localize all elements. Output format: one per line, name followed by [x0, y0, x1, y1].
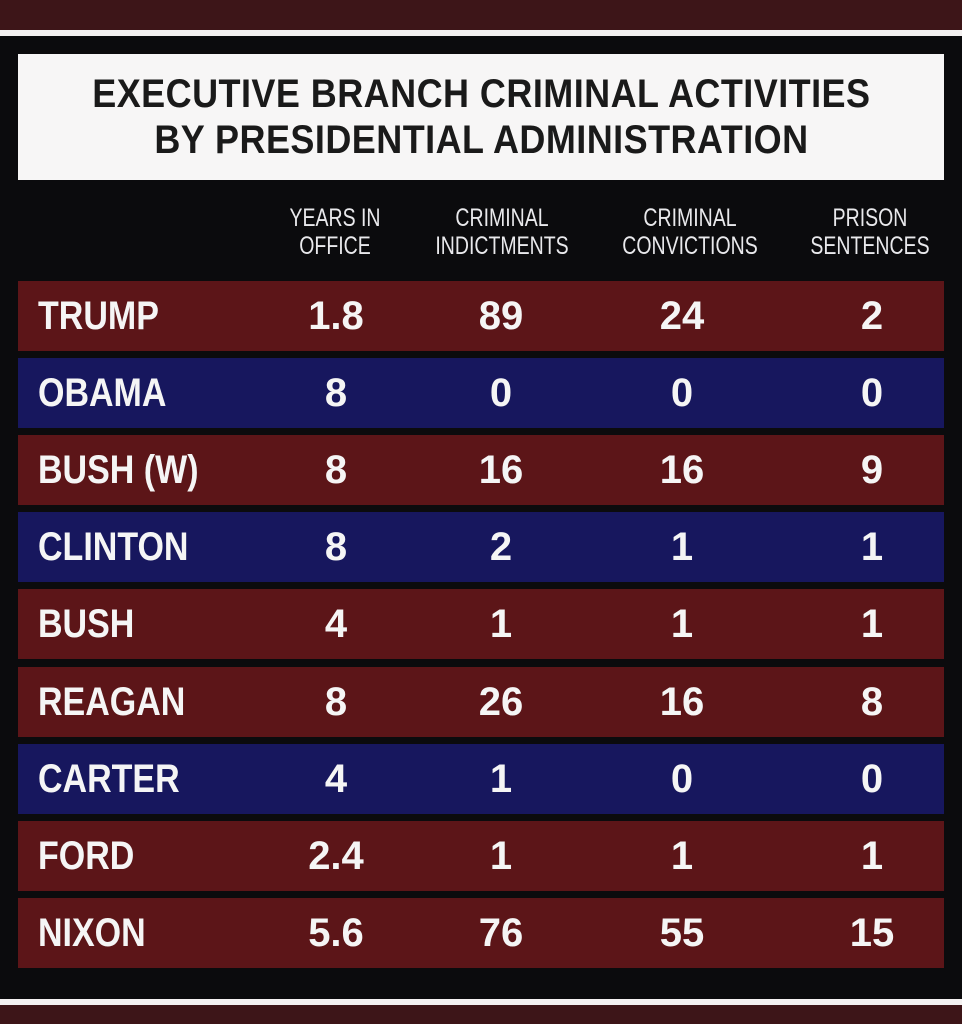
- cell-indictments: 26: [478, 680, 524, 724]
- cell-indictments: 0: [489, 371, 513, 415]
- president-name: CLINTON: [38, 525, 189, 569]
- cell-years-in-office: 4: [324, 602, 348, 646]
- cell-prison-sentences: 1: [860, 602, 884, 646]
- cell-indictments: 16: [478, 448, 524, 492]
- column-header-line: CRIMINAL: [455, 204, 549, 232]
- cell-prison-sentences: 0: [860, 757, 884, 801]
- cell-years-in-office: 8: [324, 525, 348, 569]
- cell-years-in-office: 8: [324, 448, 348, 492]
- president-name: TRUMP: [38, 294, 159, 338]
- cell-years-in-office: 2.4: [308, 834, 364, 878]
- column-header-line: INDICTMENTS: [435, 232, 569, 260]
- chart-title-line-1: EXECUTIVE BRANCH CRIMINAL ACTIVITIES: [91, 72, 871, 116]
- column-header-line: CONVICTIONS: [622, 232, 758, 260]
- chart-title-line-2: BY PRESIDENTIAL ADMINISTRATION: [153, 118, 809, 162]
- cell-indictments: 1: [489, 602, 513, 646]
- column-header-years-in-office: YEARS IN OFFICE: [261, 204, 409, 260]
- table-row: REAGAN 8 26 16 8: [18, 667, 944, 737]
- top-border-band: [0, 0, 962, 30]
- column-header-line: PRISON: [832, 204, 908, 232]
- table-row: FORD 2.4 1 1 1: [18, 821, 944, 891]
- president-name: NIXON: [38, 911, 146, 955]
- president-name: FORD: [38, 834, 135, 878]
- president-name: CARTER: [38, 757, 180, 801]
- cell-indictments: 1: [489, 757, 513, 801]
- cell-indictments: 1: [489, 834, 513, 878]
- cell-convictions: 24: [659, 294, 705, 338]
- cell-indictments: 2: [489, 525, 513, 569]
- column-header-criminal-indictments: CRIMINAL INDICTMENTS: [428, 204, 576, 260]
- column-header-criminal-convictions: CRIMINAL CONVICTIONS: [616, 204, 764, 260]
- table-row: CARTER 4 1 0 0: [18, 744, 944, 814]
- cell-convictions: 16: [659, 680, 705, 724]
- cell-indictments: 76: [478, 911, 524, 955]
- cell-indictments: 89: [478, 294, 524, 338]
- cell-prison-sentences: 1: [860, 525, 884, 569]
- column-header-line: YEARS IN: [289, 204, 381, 232]
- president-name: BUSH (W): [38, 448, 199, 492]
- table-row: BUSH 4 1 1 1: [18, 589, 944, 659]
- cell-years-in-office: 8: [324, 371, 348, 415]
- president-name: BUSH: [38, 602, 135, 646]
- chart-panel: EXECUTIVE BRANCH CRIMINAL ACTIVITIES BY …: [0, 36, 962, 999]
- cell-convictions: 0: [670, 371, 694, 415]
- cell-prison-sentences: 2: [860, 294, 884, 338]
- column-header-prison-sentences: PRISON SENTENCES: [796, 204, 944, 260]
- cell-convictions: 0: [670, 757, 694, 801]
- bottom-divider-line: [0, 999, 962, 1005]
- president-name: OBAMA: [38, 371, 167, 415]
- bottom-border-band: [0, 1005, 962, 1024]
- table-row: NIXON 5.6 76 55 15: [18, 898, 944, 968]
- cell-prison-sentences: 15: [849, 911, 895, 955]
- column-header-line: CRIMINAL: [643, 204, 737, 232]
- title-box: EXECUTIVE BRANCH CRIMINAL ACTIVITIES BY …: [18, 54, 944, 180]
- cell-years-in-office: 4: [324, 757, 348, 801]
- cell-years-in-office: 8: [324, 680, 348, 724]
- cell-years-in-office: 5.6: [308, 911, 364, 955]
- table-row: OBAMA 8 0 0 0: [18, 358, 944, 428]
- cell-convictions: 1: [670, 602, 694, 646]
- cell-convictions: 55: [659, 911, 705, 955]
- top-divider-line: [0, 30, 962, 36]
- table-row: BUSH (W) 8 16 16 9: [18, 435, 944, 505]
- column-header-line: SENTENCES: [810, 232, 930, 260]
- cell-convictions: 1: [670, 525, 694, 569]
- cell-prison-sentences: 9: [860, 448, 884, 492]
- cell-convictions: 1: [670, 834, 694, 878]
- cell-prison-sentences: 8: [860, 680, 884, 724]
- president-name: REAGAN: [38, 680, 186, 724]
- table-row: TRUMP 1.8 89 24 2: [18, 281, 944, 351]
- cell-prison-sentences: 0: [860, 371, 884, 415]
- table-row: CLINTON 8 2 1 1: [18, 512, 944, 582]
- column-header-line: OFFICE: [299, 232, 371, 260]
- cell-years-in-office: 1.8: [308, 294, 364, 338]
- cell-prison-sentences: 1: [860, 834, 884, 878]
- cell-convictions: 16: [659, 448, 705, 492]
